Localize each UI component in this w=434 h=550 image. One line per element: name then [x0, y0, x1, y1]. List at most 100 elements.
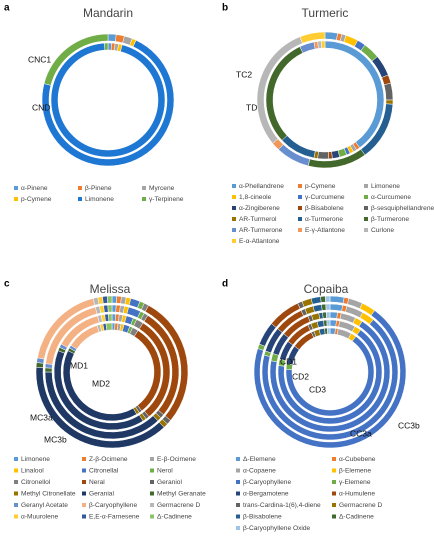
legend-swatch: [150, 457, 154, 461]
legend-label: Δ-Cadinene: [157, 513, 192, 520]
donut-segment: [108, 313, 113, 322]
ring-label: MD2: [92, 378, 110, 388]
donut-segment: [301, 298, 313, 308]
donut-segment: [324, 295, 331, 303]
panel-letter: a: [4, 3, 10, 14]
legend-label: β-Bisabolene: [305, 205, 344, 212]
legend-label: β-Caryophyllene: [89, 502, 137, 509]
legend-label: Methyl Geranate: [157, 490, 206, 497]
legend-label: Linalool: [21, 467, 44, 474]
legend-swatch: [332, 457, 336, 461]
legend-swatch: [236, 491, 240, 496]
legend-label: Δ-Cadinene: [339, 513, 374, 520]
legend-swatch: [232, 206, 236, 210]
legend-swatch: [14, 468, 18, 473]
donut-segment: [329, 311, 338, 319]
donut-segment: [326, 327, 331, 335]
chart-title: Mandarin: [83, 6, 133, 20]
legend-label: β-Turmerone: [371, 216, 409, 223]
donut-segment: [316, 320, 325, 328]
legend-label: Geranyl Acetate: [21, 502, 68, 509]
chart-title: Melissa: [90, 282, 131, 296]
legend-label: Myrcene: [149, 185, 175, 192]
legend-swatch: [82, 491, 86, 496]
legend-label: α-Curcumene: [371, 194, 411, 201]
legend-label: α-Phellandrene: [239, 183, 284, 190]
legend-label: p-Cymene: [21, 196, 52, 203]
legend-label: α-Bergamotene: [243, 490, 289, 497]
legend-swatch: [150, 503, 154, 507]
panel: a Mandarin CNC1 CND α-Pinene β-Pinene Myrcene p…: [4, 3, 184, 203]
legend-label: AR-Turmerone: [239, 227, 283, 234]
donut-segment: [312, 304, 323, 313]
legend-label: γ-Elemene: [339, 479, 371, 486]
ring-label: TD: [246, 102, 257, 112]
legend-label: trans-Cardina-1(6),4-diene: [243, 502, 321, 509]
donut-segment: [326, 319, 331, 327]
donut-segment: [310, 296, 322, 305]
ring-label: CNC1: [28, 54, 51, 64]
legend-swatch: [364, 184, 368, 188]
legend-swatch: [78, 197, 82, 201]
legend-swatch: [232, 217, 236, 221]
donut-segment: [111, 304, 117, 313]
donut-segment: [43, 33, 109, 86]
legend-label: 1,8-cineole: [239, 194, 272, 201]
legend-label: α-Humulene: [339, 490, 375, 497]
donut-segment: [322, 311, 327, 319]
legend-label: AR-Turmerol: [239, 216, 277, 223]
donut-segment: [325, 311, 331, 319]
legend-label: α-Cubebene: [339, 456, 376, 463]
donut-segment: [321, 40, 326, 49]
legend-label: α-Zingiberene: [239, 205, 280, 212]
legend-swatch: [14, 457, 18, 461]
panel: b Turmeric TC2 TD α-Phellandrene p-Cymene Limo…: [222, 3, 434, 245]
legend-swatch: [232, 195, 236, 199]
donut-segment: [321, 303, 327, 311]
legend-swatch: [82, 457, 86, 461]
legend-swatch: [298, 228, 302, 232]
legend-swatch: [364, 228, 368, 232]
legend-swatch: [232, 228, 236, 232]
legend-label: β-Pinene: [85, 185, 112, 192]
legend-swatch: [236, 526, 240, 530]
donut-segment: [324, 31, 339, 41]
donut-segment: [383, 82, 394, 101]
donut-segment: [105, 322, 113, 331]
legend-label: E-α-Atlantone: [239, 238, 280, 245]
legend-label: Germacrene D: [157, 502, 200, 509]
donut-segment: [107, 304, 113, 313]
ring-label: CD3: [309, 384, 326, 394]
legend-swatch: [236, 457, 240, 461]
donut-segment: [329, 303, 344, 312]
legend-swatch: [14, 491, 18, 496]
legend-swatch: [78, 186, 82, 190]
legend-label: α-Turmerone: [305, 216, 343, 223]
legend-label: α-Muurolene: [21, 513, 58, 520]
legend-label: β-sesquiphellandrene: [371, 205, 434, 212]
chart-title: Turmeric: [302, 6, 349, 20]
donut-segment: [102, 295, 108, 304]
legend-swatch: [298, 217, 302, 221]
legend-swatch: [236, 503, 240, 507]
donut-segment: [44, 367, 53, 373]
legend-swatch: [298, 206, 302, 210]
legend-swatch: [14, 503, 18, 507]
legend-label: α-Copaene: [243, 467, 276, 474]
ring-label: TC2: [236, 69, 252, 79]
donut-segment: [317, 151, 329, 160]
donut-segment: [320, 295, 326, 303]
legend-label: Δ-Elemene: [243, 456, 276, 463]
legend-label: E-β-Ocimene: [157, 456, 196, 463]
legend-swatch: [14, 514, 18, 519]
legend-swatch: [82, 503, 86, 507]
legend-swatch: [232, 239, 236, 243]
legend-swatch: [150, 491, 154, 496]
legend-label: Nerol: [157, 467, 173, 474]
donut-segment: [103, 304, 109, 313]
legend-label: α-Pinene: [21, 185, 48, 192]
donut-segment: [50, 42, 166, 158]
legend-label: β-Caryophyllene Oxide: [243, 525, 311, 532]
donut-segment: [329, 319, 337, 327]
